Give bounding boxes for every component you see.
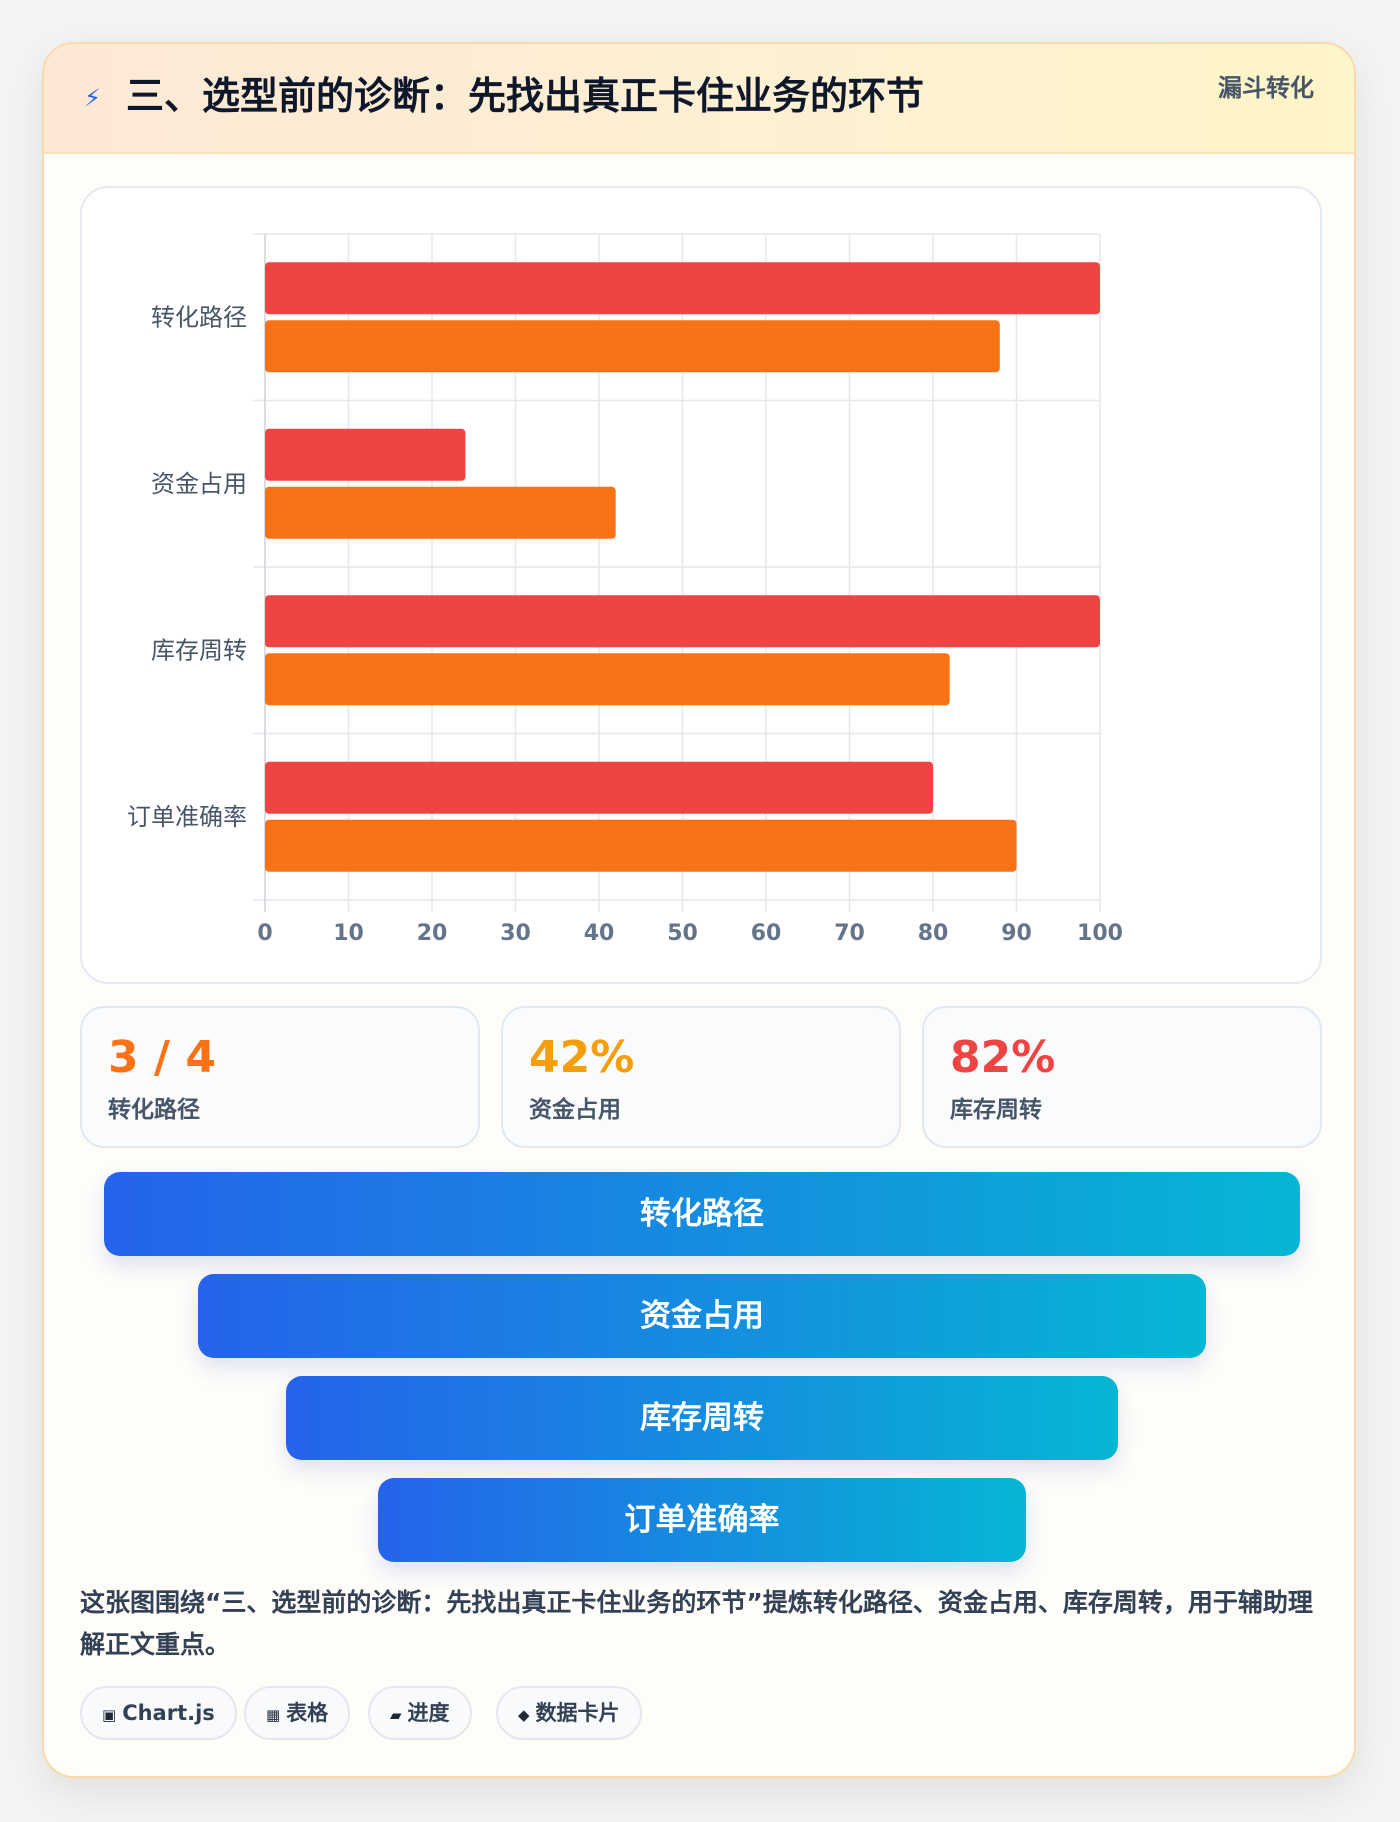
x-tick-label: 50 bbox=[667, 921, 698, 946]
bar bbox=[265, 486, 616, 539]
bar bbox=[265, 595, 1100, 648]
card-title: 三、选型前的诊断：先找出真正卡住业务的环节 bbox=[126, 74, 925, 118]
data-card-icon: ◆ bbox=[518, 1706, 530, 1724]
chip-label: 表格 bbox=[286, 1701, 329, 1725]
bar bbox=[265, 819, 1017, 872]
x-tick-label: 60 bbox=[751, 921, 782, 946]
funnel-step: 转化路径 bbox=[104, 1172, 1300, 1256]
y-tick-label: 库存周转 bbox=[151, 636, 247, 664]
x-tick-label: 0 bbox=[257, 921, 272, 946]
chart-icon: ▣ bbox=[102, 1706, 117, 1724]
chip-chartjs[interactable]: ▣ Chart.js bbox=[80, 1686, 237, 1740]
funnel: 转化路径 资金占用 库存周转 订单准确率 bbox=[44, 1172, 1354, 1572]
chip-data-card[interactable]: ◆ 数据卡片 bbox=[496, 1686, 642, 1740]
diagnosis-card: ⚡ 三、选型前的诊断：先找出真正卡住业务的环节 漏斗转化 转化路径 资金占用 库存周… bbox=[42, 42, 1356, 1778]
x-tick-label: 40 bbox=[584, 921, 615, 946]
stat-label: 库存周转 bbox=[950, 1097, 1042, 1123]
stat-cards: 3 / 4 转化路径 42% 资金占用 82% 库存周转 bbox=[80, 1006, 1322, 1148]
bar bbox=[265, 653, 950, 706]
x-tick-label: 80 bbox=[918, 921, 949, 946]
stat-card-capital: 42% 资金占用 bbox=[501, 1006, 901, 1148]
chart-panel: 转化路径资金占用库存周转订单准确率 0 10 20 30 40 50 60 70 80 90 100 bbox=[80, 186, 1322, 984]
funnel-step: 资金占用 bbox=[198, 1274, 1206, 1358]
table-icon: ▦ bbox=[266, 1706, 281, 1724]
card-header: ⚡ 三、选型前的诊断：先找出真正卡住业务的环节 漏斗转化 bbox=[44, 44, 1354, 154]
x-tick-label: 100 bbox=[1077, 921, 1123, 946]
x-tick-label: 10 bbox=[333, 921, 364, 946]
progress-icon: ▰ bbox=[390, 1706, 402, 1724]
x-tick-label: 70 bbox=[834, 921, 865, 946]
y-tick-label: 订单准确率 bbox=[127, 803, 247, 831]
bar bbox=[265, 428, 466, 481]
stat-value: 42% bbox=[529, 1032, 635, 1083]
x-tick-label: 20 bbox=[417, 921, 448, 946]
stat-card-inventory: 82% 库存周转 bbox=[922, 1006, 1322, 1148]
lightning-icon: ⚡ bbox=[84, 84, 101, 112]
stat-label: 转化路径 bbox=[108, 1097, 200, 1123]
y-tick-label: 资金占用 bbox=[151, 470, 247, 498]
chip-progress[interactable]: ▰ 进度 bbox=[368, 1686, 472, 1740]
chip-table[interactable]: ▦ 表格 bbox=[244, 1686, 351, 1740]
x-tick-label: 90 bbox=[1001, 921, 1032, 946]
stat-value: 82% bbox=[950, 1032, 1056, 1083]
x-tick-label: 30 bbox=[500, 921, 531, 946]
y-tick-label: 转化路径 bbox=[151, 303, 247, 331]
bar bbox=[265, 320, 1000, 373]
caption: 这张图围绕“三、选型前的诊断：先找出真正卡住业务的环节”提炼转化路径、资金占用、… bbox=[80, 1588, 1313, 1659]
funnel-step: 库存周转 bbox=[286, 1376, 1118, 1460]
chip-label: 进度 bbox=[407, 1701, 450, 1725]
chip-label: 数据卡片 bbox=[535, 1701, 620, 1725]
stat-value: 3 / 4 bbox=[108, 1032, 216, 1083]
stat-label: 资金占用 bbox=[529, 1097, 621, 1123]
funnel-step: 订单准确率 bbox=[378, 1478, 1026, 1562]
bar bbox=[265, 262, 1100, 315]
chip-label: Chart.js bbox=[122, 1701, 215, 1725]
stat-card-conversion: 3 / 4 转化路径 bbox=[80, 1006, 480, 1148]
bar bbox=[265, 761, 933, 814]
funnel-tag: 漏斗转化 bbox=[1218, 74, 1314, 102]
